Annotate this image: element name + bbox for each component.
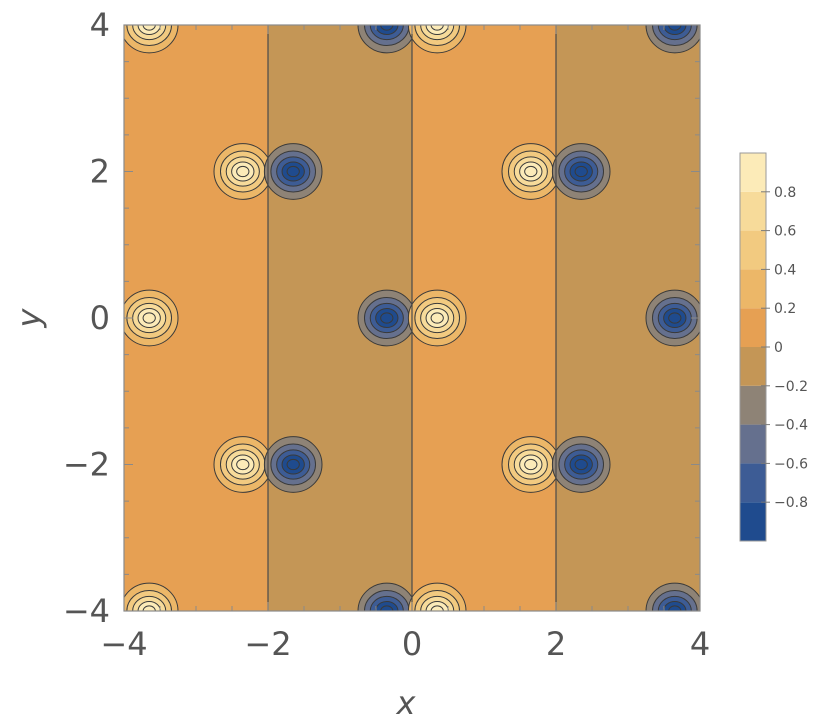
extremum-0 bbox=[124, 25, 179, 54]
extremum-5 bbox=[263, 143, 323, 200]
contour-ring-4 bbox=[524, 458, 538, 471]
y-tick-label: −4 bbox=[63, 592, 110, 630]
extremum-15 bbox=[551, 436, 611, 493]
colorbar-tick-label: −0.8 bbox=[774, 495, 808, 511]
colorbar-band bbox=[740, 347, 766, 386]
colorbar-tick-label: −0.6 bbox=[774, 456, 808, 472]
x-tick-label: −2 bbox=[244, 625, 291, 663]
contour-ring-4 bbox=[286, 458, 300, 471]
extremum-7 bbox=[551, 143, 611, 200]
contour-ring-4 bbox=[142, 25, 156, 31]
x-tick-label: 0 bbox=[402, 625, 422, 663]
colorbar bbox=[739, 152, 770, 542]
contour-ring-4 bbox=[524, 165, 538, 178]
y-tick-label: 4 bbox=[90, 6, 110, 44]
extremum-13 bbox=[263, 436, 323, 493]
contour-ring-4 bbox=[236, 458, 250, 471]
contour-ring-4 bbox=[574, 458, 588, 471]
contour-regions bbox=[124, 25, 700, 611]
y-tick-label: 0 bbox=[90, 299, 110, 337]
extremum-4 bbox=[213, 143, 273, 200]
extremum-10 bbox=[407, 289, 467, 347]
extremum-9 bbox=[357, 289, 417, 347]
contour-ring-4 bbox=[286, 165, 300, 178]
colorbar-tick-label: −0.2 bbox=[774, 379, 808, 395]
contour-ring-4 bbox=[668, 312, 682, 324]
colorbar-tick-label: 0.4 bbox=[774, 262, 796, 278]
axis-ticks bbox=[123, 24, 701, 612]
colorbar-band bbox=[740, 502, 766, 541]
extremum-6 bbox=[501, 143, 561, 200]
contour-ring-4 bbox=[380, 25, 394, 31]
contour-ring-4 bbox=[668, 25, 682, 31]
colorbar-tick-label: −0.4 bbox=[774, 418, 808, 434]
colorbar-band bbox=[740, 308, 766, 347]
contour-ring-4 bbox=[574, 165, 588, 178]
extremum-3 bbox=[645, 25, 700, 54]
colorbar-band bbox=[740, 191, 766, 231]
extremum-12 bbox=[213, 436, 273, 493]
boundary-lines bbox=[267, 25, 557, 611]
extremum-1 bbox=[357, 25, 417, 54]
extremum-17 bbox=[357, 582, 417, 611]
colorbar-band bbox=[740, 230, 766, 270]
colorbar-tick-label: 0.6 bbox=[774, 224, 796, 240]
colorbar-band bbox=[740, 463, 766, 503]
x-tick-label: −4 bbox=[100, 625, 147, 663]
contour-ring-4 bbox=[380, 312, 394, 324]
axis-tick-labels: −4 −2 0 2 4 −4 −2 0 2 4 bbox=[63, 6, 710, 663]
x-axis-title: x bbox=[396, 684, 417, 722]
colorbar-tick-label: 0 bbox=[774, 340, 783, 356]
y-tick-label: 2 bbox=[90, 153, 110, 191]
extremum-2 bbox=[407, 25, 467, 54]
colorbar-band bbox=[740, 269, 766, 309]
y-tick-label: −2 bbox=[63, 446, 110, 484]
colorbar-tick-label: 0.2 bbox=[774, 301, 796, 317]
x-tick-label: 2 bbox=[546, 625, 566, 663]
colorbar-band bbox=[740, 153, 766, 192]
colorbar-band bbox=[740, 424, 766, 464]
extremum-14 bbox=[501, 436, 561, 493]
colorbar-tick-labels: 0.8 0.6 0.4 0.2 0 −0.2 −0.4 −0.6 −0.8 bbox=[774, 185, 808, 511]
x-tick-label: 4 bbox=[690, 625, 710, 663]
contour-ring-4 bbox=[430, 25, 444, 31]
contour-ring-4 bbox=[430, 312, 444, 324]
contour-ring-4 bbox=[142, 312, 156, 324]
y-axis-title: y bbox=[10, 307, 48, 328]
colorbar-tick-label: 0.8 bbox=[774, 185, 796, 201]
contour-ring-4 bbox=[236, 165, 250, 178]
extremum-16 bbox=[124, 582, 179, 611]
colorbar-band bbox=[740, 385, 766, 425]
